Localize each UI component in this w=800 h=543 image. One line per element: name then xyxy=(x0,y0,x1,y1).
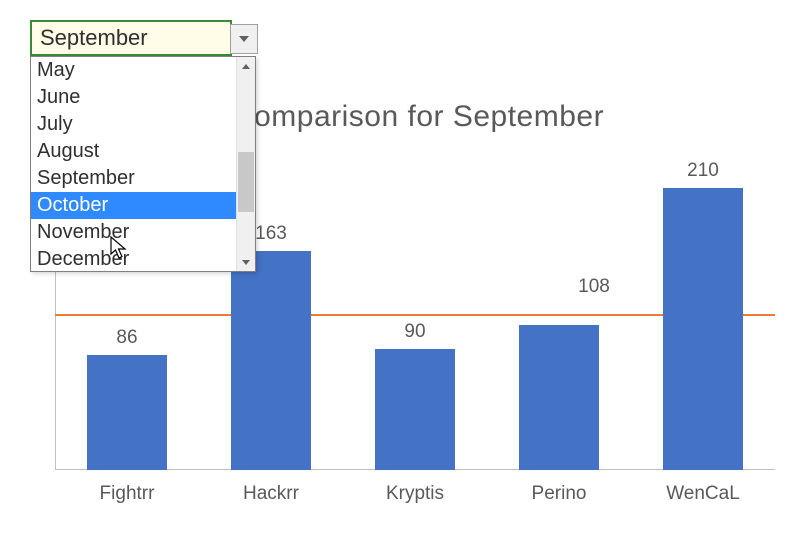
dropdown-option[interactable]: May xyxy=(31,57,255,84)
x-axis-label: Hackrr xyxy=(243,483,299,505)
dropdown-selected-cell[interactable]: September xyxy=(30,20,232,56)
dropdown-option[interactable]: November xyxy=(31,219,255,246)
bar xyxy=(519,325,600,470)
average-value-label: 108 xyxy=(578,276,610,298)
chevron-up-icon xyxy=(242,64,250,69)
dropdown-option[interactable]: August xyxy=(31,138,255,165)
chevron-down-icon xyxy=(242,260,250,265)
dropdown-option[interactable]: December xyxy=(31,246,255,273)
dropdown-list[interactable]: MayJuneJulyAugustSeptemberOctoberNovembe… xyxy=(30,56,256,272)
x-axis-label: Perino xyxy=(532,483,587,505)
month-dropdown[interactable]: September MayJuneJulyAugustSeptemberOcto… xyxy=(30,20,232,56)
x-axis-label: WenCaL xyxy=(666,483,740,505)
dropdown-option[interactable]: October xyxy=(31,192,255,219)
bar xyxy=(87,355,168,470)
x-axis-label: Fightrr xyxy=(100,483,155,505)
bar xyxy=(663,188,744,470)
bar-value-label: 163 xyxy=(255,223,287,245)
dropdown-scrollbar[interactable] xyxy=(236,57,255,271)
chevron-down-icon xyxy=(239,36,249,42)
bar xyxy=(231,251,312,470)
dropdown-option[interactable]: September xyxy=(31,165,255,192)
dropdown-selected-value: September xyxy=(40,25,148,51)
scroll-down-button[interactable] xyxy=(237,253,255,271)
bar xyxy=(375,349,456,470)
scrollbar-thumb[interactable] xyxy=(238,152,254,212)
bar-value-label: 210 xyxy=(687,160,719,182)
dropdown-option[interactable]: June xyxy=(31,84,255,111)
dropdown-toggle-button[interactable] xyxy=(230,24,258,54)
scroll-up-button[interactable] xyxy=(237,57,255,75)
dropdown-option[interactable]: July xyxy=(31,111,255,138)
bar-value-label: 90 xyxy=(404,321,425,343)
x-axis-label: Kryptis xyxy=(386,483,444,505)
bar-value-label: 86 xyxy=(116,327,137,349)
